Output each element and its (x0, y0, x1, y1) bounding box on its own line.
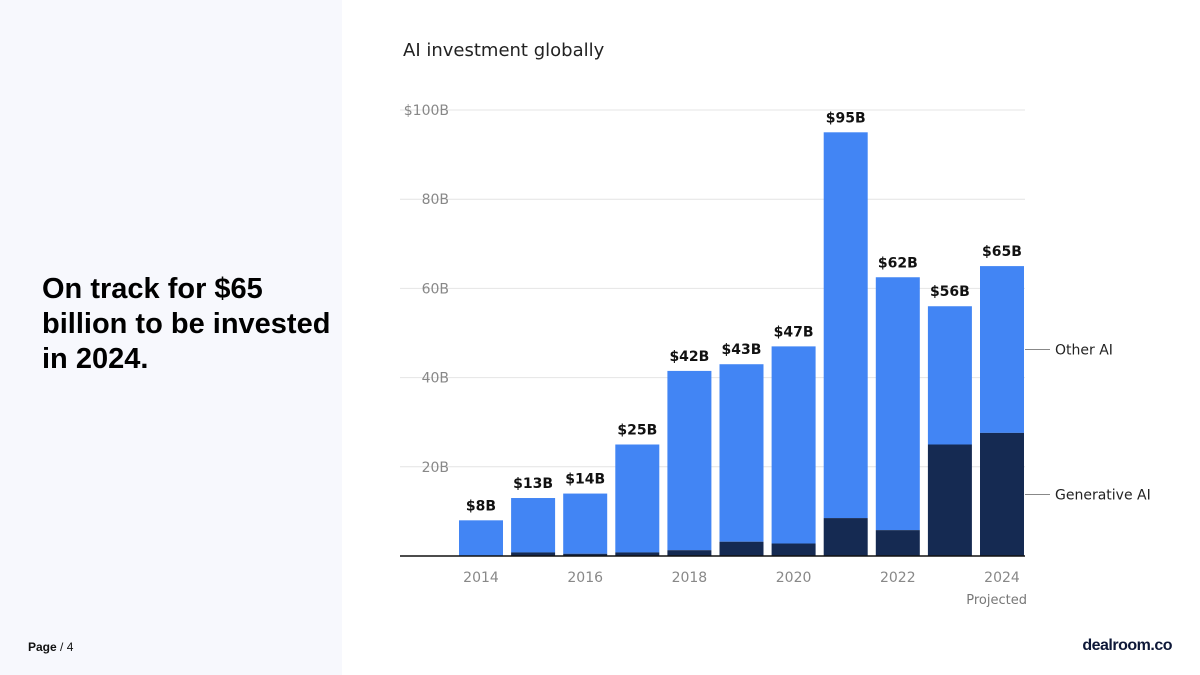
bar-generative-ai (927, 444, 972, 556)
y-tick-label: 40B (422, 371, 449, 387)
bar-other-ai (927, 306, 972, 445)
x-tick-label: 2024 (984, 570, 1020, 586)
bar-generative-ai (563, 553, 608, 556)
x-tick-label: 2016 (567, 570, 603, 586)
x-tick-label: 2014 (463, 570, 499, 586)
dealroom-logo: dealroom.co (1082, 637, 1172, 654)
bar-other-ai (875, 277, 920, 531)
y-tick-label: 80B (422, 192, 449, 208)
page-indicator: Page / 4 (28, 640, 73, 654)
bar-other-ai (459, 520, 503, 556)
y-tick-label: $100B (404, 103, 449, 119)
bar-generative-ai (980, 432, 1024, 556)
bar-generative-ai (615, 552, 660, 556)
bar-other-ai (667, 370, 712, 551)
x-tick-label: 2018 (672, 570, 708, 586)
bar-other-ai (823, 132, 868, 519)
bar-generative-ai (771, 543, 816, 556)
bar-other-ai (719, 364, 764, 542)
bar-other-ai (980, 266, 1024, 433)
bar-generative-ai (667, 550, 712, 556)
bar-generative-ai (511, 552, 556, 556)
bar-generative-ai (823, 518, 868, 556)
data-label: $95B (826, 110, 866, 126)
y-tick-label: 20B (422, 460, 449, 476)
x-tick-label: 2020 (776, 570, 812, 586)
page-label: Page (28, 640, 57, 654)
data-label: $65B (982, 244, 1022, 260)
data-label: $56B (930, 284, 970, 300)
bar-generative-ai (719, 541, 764, 556)
data-label: $13B (513, 476, 553, 492)
chart-title: AI investment globally (403, 40, 605, 61)
data-label: $47B (774, 324, 814, 340)
data-label: $43B (722, 342, 762, 358)
data-label: $42B (669, 349, 709, 365)
left-panel (0, 0, 342, 675)
x-tick-label: 2022 (880, 570, 916, 586)
projected-annotation: Projected (966, 593, 1027, 608)
bar-other-ai (771, 346, 816, 544)
y-tick-label: 60B (422, 281, 449, 297)
page-number: / 4 (60, 640, 74, 654)
bar-other-ai (615, 444, 660, 553)
bar-other-ai (563, 493, 608, 554)
data-label: $62B (878, 255, 918, 271)
data-label: $14B (565, 472, 605, 488)
legend-generative-ai: Generative AI (1055, 487, 1151, 503)
headline: On track for $65 billion to be invested … (42, 273, 331, 375)
bar-generative-ai (875, 530, 920, 556)
legend-other-ai: Other AI (1055, 343, 1113, 359)
bar-other-ai (511, 498, 556, 553)
data-label: $25B (617, 423, 657, 439)
data-label: $8B (466, 498, 496, 514)
